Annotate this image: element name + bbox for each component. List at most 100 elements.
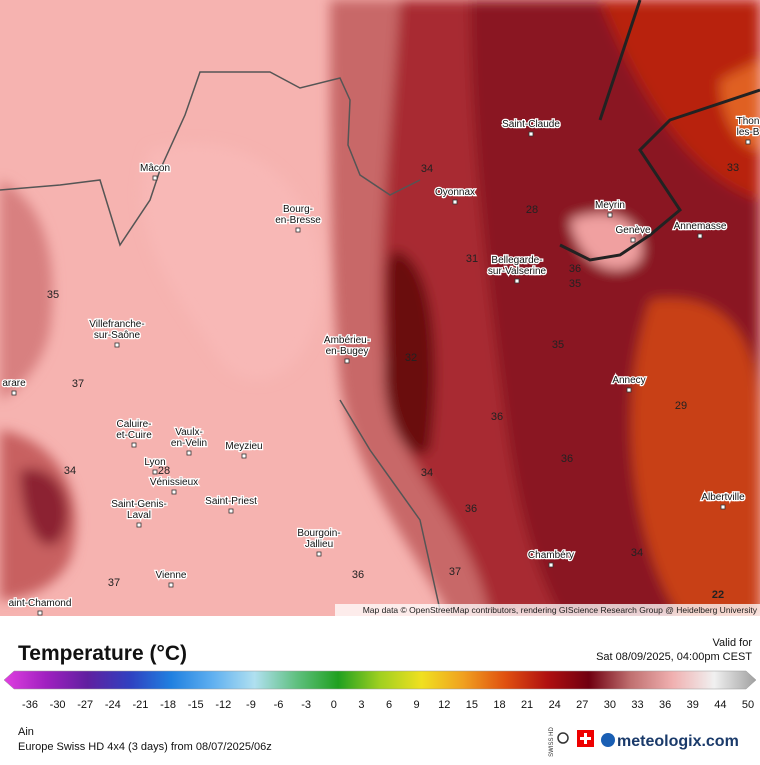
attribution: Map data © OpenStreetMap contributors, r… bbox=[363, 605, 758, 615]
city-marker bbox=[152, 175, 158, 181]
colorbar-tick-label: 18 bbox=[493, 699, 505, 711]
colorbar-tick-label: -15 bbox=[188, 699, 204, 711]
contour-label: 36 bbox=[491, 411, 503, 423]
contour-label: 22 bbox=[712, 589, 724, 601]
colorbar-tick-label: 33 bbox=[631, 699, 643, 711]
city-label: Mâcon bbox=[140, 163, 170, 174]
city-marker bbox=[720, 504, 726, 510]
model-run: Europe Swiss HD 4x4 (3 days) from 08/07/… bbox=[18, 741, 272, 753]
colorbar-tick-label: 0 bbox=[331, 699, 337, 711]
colorbar-tick-label: 27 bbox=[576, 699, 588, 711]
colorbar-tick-label: -3 bbox=[301, 699, 311, 711]
city-marker bbox=[168, 582, 174, 588]
swiss-cross bbox=[580, 733, 591, 744]
colorbar-tick-label: 24 bbox=[549, 699, 561, 711]
brand: meteologix.com bbox=[617, 733, 739, 750]
contour-label: 28 bbox=[158, 465, 170, 477]
city-label: Bourgoin- bbox=[297, 528, 340, 539]
contour-label: 29 bbox=[675, 400, 687, 412]
city-label: Vienne bbox=[156, 570, 187, 581]
colorbar-tick-label: 39 bbox=[687, 699, 699, 711]
city-label: Saint-Claude bbox=[502, 119, 560, 130]
city-label: les-B bbox=[737, 127, 760, 138]
region: Ain bbox=[18, 726, 34, 738]
contour-label: 31 bbox=[466, 253, 478, 265]
city-label: en-Velin bbox=[171, 438, 207, 449]
map: Mâcon Bourg-en-Bresse Villefranche-sur-Saô… bbox=[0, 0, 760, 616]
contour-label: 37 bbox=[108, 577, 120, 589]
contour-label: 36 bbox=[465, 503, 477, 515]
city-label: sur-Saône bbox=[94, 330, 141, 341]
contour-label: 35 bbox=[47, 289, 59, 301]
contour-label: 34 bbox=[631, 547, 643, 559]
contour-label: 32 bbox=[405, 352, 417, 364]
city-label: Bellegarde- bbox=[491, 255, 542, 266]
city-marker bbox=[344, 358, 350, 364]
colorbar-tick-label: 44 bbox=[714, 699, 726, 711]
colorbar-tick-label: -9 bbox=[246, 699, 256, 711]
city-marker bbox=[114, 342, 120, 348]
contour-label: 37 bbox=[72, 378, 84, 390]
contour-label: 34 bbox=[421, 467, 433, 479]
city-marker bbox=[548, 562, 554, 568]
city-marker bbox=[37, 610, 43, 616]
admin-border bbox=[0, 71, 441, 611]
city-label: Meyrin bbox=[595, 200, 625, 211]
city-label: Villefranche- bbox=[89, 319, 144, 330]
contour-label: 35 bbox=[552, 339, 564, 351]
valid-time: Sat 08/09/2025, 04:00pm CEST bbox=[596, 651, 752, 663]
contour-label: 28 bbox=[526, 204, 538, 216]
city-marker bbox=[607, 212, 613, 218]
brand-logo bbox=[601, 733, 615, 747]
city-label: en-Bugey bbox=[326, 346, 369, 357]
city-label: Jallieu bbox=[305, 539, 333, 550]
city-label: en-Bresse bbox=[275, 215, 321, 226]
city-marker bbox=[11, 390, 17, 396]
city-label: Meyzieu bbox=[225, 441, 262, 452]
contour-label: 36 bbox=[569, 263, 581, 275]
city-label: Bourg- bbox=[283, 204, 313, 215]
city-label: Oyonnax bbox=[435, 187, 475, 198]
city-label: Genève bbox=[615, 225, 650, 236]
city-marker bbox=[228, 508, 234, 514]
city-marker bbox=[295, 227, 301, 233]
city-marker bbox=[630, 237, 636, 243]
colorbar-tick-label: 15 bbox=[466, 699, 478, 711]
colorbar-tick-label: -21 bbox=[133, 699, 149, 711]
city-label: sur-Valserine bbox=[488, 266, 547, 277]
contour-label: 34 bbox=[421, 163, 433, 175]
valid-label: Valid for bbox=[712, 637, 752, 649]
colorbar-tick-label: 36 bbox=[659, 699, 671, 711]
city-marker bbox=[186, 450, 192, 456]
colorbar-tick-label: -27 bbox=[77, 699, 93, 711]
city-marker bbox=[171, 489, 177, 495]
city-marker bbox=[152, 469, 158, 475]
colorbar-tick-label: -18 bbox=[160, 699, 176, 711]
city-label: Annecy bbox=[612, 375, 645, 386]
city-marker bbox=[131, 442, 137, 448]
city-label: Lyon bbox=[144, 457, 165, 468]
city-label: Chambéry bbox=[528, 550, 574, 561]
city-label: Saint-Genis- bbox=[111, 499, 167, 510]
city-label: et-Cuire bbox=[116, 430, 152, 441]
city-marker bbox=[136, 522, 142, 528]
temperature-field bbox=[0, 0, 760, 616]
city-label: arare bbox=[2, 378, 26, 389]
colorbar-tick-label: -6 bbox=[274, 699, 284, 711]
colorbar bbox=[3, 670, 757, 690]
colorbar-tick-label: -12 bbox=[215, 699, 231, 711]
city-marker bbox=[626, 387, 632, 393]
city-label: Ambérieu- bbox=[324, 335, 370, 346]
colorbar-tick-label: 9 bbox=[414, 699, 420, 711]
legend-title: Temperature (°C) bbox=[18, 642, 187, 665]
city-marker bbox=[316, 551, 322, 557]
country-border bbox=[559, 0, 760, 262]
search-icon bbox=[557, 732, 569, 744]
badge: SWISS HD bbox=[549, 727, 555, 757]
city-label: Vaulx- bbox=[175, 427, 203, 438]
city-marker bbox=[528, 131, 534, 137]
colorbar-tick-label: 3 bbox=[358, 699, 364, 711]
city-label: Vénissieux bbox=[150, 477, 198, 488]
